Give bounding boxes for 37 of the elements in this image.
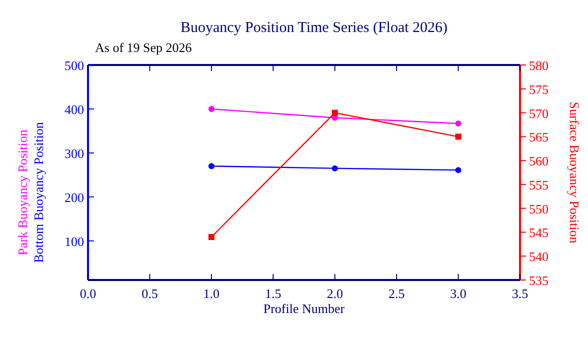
y2-tick-label: 575 — [529, 82, 548, 97]
x-tick-label: 0.5 — [142, 286, 158, 301]
x-axis-title: Profile Number — [263, 301, 346, 316]
y-tick-label: 400 — [64, 102, 84, 117]
point — [208, 234, 214, 240]
text: Bottom Buoyancy Position — [31, 122, 46, 263]
y2-tick-label: 555 — [529, 177, 548, 192]
x-tick-label: 3.5 — [512, 286, 528, 301]
point — [332, 110, 338, 116]
point — [208, 163, 214, 170]
y2-tick-label: 540 — [529, 249, 548, 264]
x-tick-label: 1.5 — [265, 286, 282, 301]
y2-tick-label: 550 — [529, 201, 548, 216]
y2-tick-label: 565 — [529, 130, 548, 145]
x-tick-label: 3.0 — [450, 286, 466, 301]
y2-axis-title: Surface Buoyancy Position — [567, 102, 582, 244]
x-tick-label: 0.0 — [80, 286, 96, 301]
y-tick-label: 100 — [64, 234, 84, 249]
x-tick-label: 1.0 — [203, 286, 220, 301]
y-tick-label: 200 — [64, 190, 84, 205]
point — [455, 167, 462, 174]
y2-tick-label: 570 — [529, 106, 548, 121]
chart-subtitle: As of 19 Sep 2026 — [95, 40, 192, 55]
point — [455, 120, 462, 126]
y2-tick-label: 560 — [529, 154, 548, 169]
x-tick-label: 2.5 — [388, 286, 405, 301]
point — [208, 106, 214, 112]
y-tick-label: 300 — [64, 146, 84, 161]
y-tick-label: 500 — [64, 58, 84, 73]
text: Park Buoyancy Position — [15, 129, 30, 256]
point — [332, 165, 338, 172]
y2-tick-label: 580 — [529, 58, 548, 73]
y2-tick-label: 535 — [529, 273, 548, 288]
point — [455, 134, 462, 140]
x-tick-label: 2.0 — [326, 286, 343, 301]
y2-tick-label: 545 — [529, 225, 548, 240]
chart-title: Buoyancy Position Time Series (Float 2026) — [180, 20, 448, 36]
